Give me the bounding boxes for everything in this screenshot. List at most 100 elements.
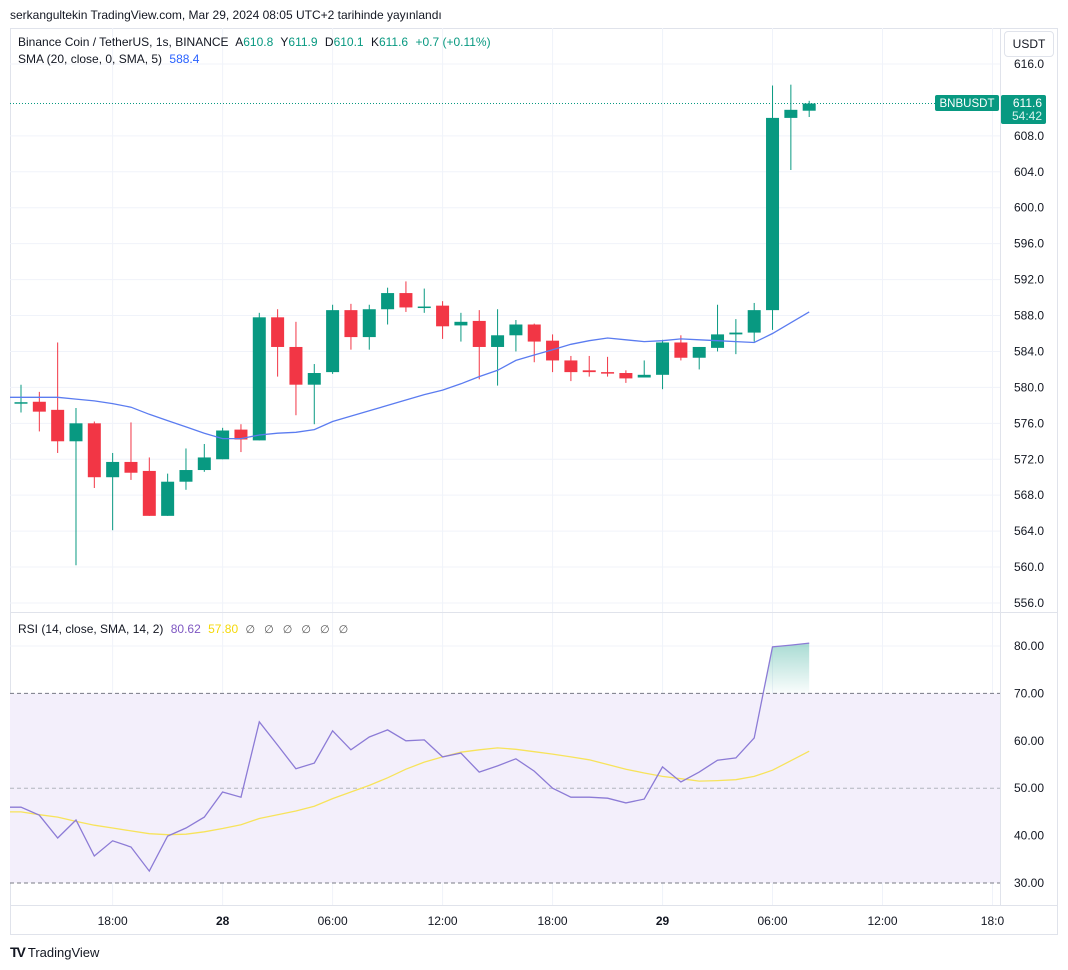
candle <box>14 384 28 413</box>
candle <box>69 408 83 566</box>
rsi-axis[interactable]: 80.00 70.00 60.00 50.00 40.00 30.00 <box>1014 639 1044 890</box>
change-value: +0.7 (+0.11%) <box>415 35 491 49</box>
candle-body <box>362 309 376 338</box>
candle-body <box>564 360 578 373</box>
price-tick-label: 556.0 <box>1014 596 1044 610</box>
candle-body <box>417 306 431 309</box>
candle <box>436 301 450 339</box>
close-value: 611.6 <box>378 35 409 49</box>
last-price-value: 611.6 <box>1013 96 1042 110</box>
candle <box>454 312 468 342</box>
candle-body <box>289 346 303 385</box>
sma-value: 588.4 <box>169 52 200 66</box>
candle <box>802 100 816 117</box>
price-tick-label: 564.0 <box>1014 524 1044 538</box>
candle-body <box>51 409 65 442</box>
high-label: Y <box>280 35 289 49</box>
candle-body <box>179 470 193 482</box>
low-label: D <box>324 35 334 49</box>
candle <box>472 310 486 380</box>
candle-body <box>784 109 798 118</box>
price-tick-label: 568.0 <box>1014 488 1044 502</box>
candle <box>692 346 706 370</box>
candle-body <box>399 293 413 308</box>
rsi-level-lines <box>10 692 1000 884</box>
candle-body <box>381 293 395 310</box>
candle-body <box>747 310 761 333</box>
candle-body <box>252 317 266 441</box>
price-tick-label: 596.0 <box>1014 237 1044 251</box>
rsi-null-values: ∅ ∅ ∅ ∅ ∅ ∅ <box>245 624 352 636</box>
candle-body <box>656 342 670 375</box>
low-value: 610.1 <box>333 35 364 49</box>
candle <box>766 85 780 330</box>
publication-info: serkangultekin TradingView.com, Mar 29, … <box>10 8 442 22</box>
close-label: K <box>370 35 379 49</box>
candle-body <box>106 461 120 478</box>
candle-body <box>14 402 28 404</box>
candle-body <box>766 117 780 311</box>
time-axis[interactable]: 18:00 28 06:00 12:00 18:00 29 06:00 12:00 18:0 <box>98 914 1005 928</box>
candle-body <box>326 310 340 373</box>
candle-body <box>216 430 230 460</box>
candle <box>637 360 651 378</box>
high-value: 611.9 <box>288 35 318 49</box>
open-value: 610.8 <box>243 35 274 49</box>
time-tick-label: 06:00 <box>318 914 348 928</box>
currency-button[interactable]: USDT <box>1004 31 1054 57</box>
candle <box>656 339 670 390</box>
candle-body <box>472 320 486 347</box>
candle-body <box>582 370 596 373</box>
time-tick-label: 18:00 <box>538 914 568 928</box>
tag-symbol: BNBUSDT <box>940 98 995 110</box>
candle-body <box>197 457 211 471</box>
candle <box>601 356 615 377</box>
time-tick-label: 12:00 <box>867 914 897 928</box>
price-tick-label: 600.0 <box>1014 201 1044 215</box>
price-tick-label: 572.0 <box>1014 452 1044 466</box>
candle-body <box>344 310 358 338</box>
candle <box>362 304 376 350</box>
time-tick-label: 06:00 <box>758 914 788 928</box>
candle <box>142 457 156 516</box>
candle-body <box>619 373 633 379</box>
candle <box>344 303 358 350</box>
candle <box>619 370 633 383</box>
candle <box>216 427 230 460</box>
candle-body <box>546 340 560 361</box>
candle <box>197 443 211 472</box>
symbol-legend[interactable]: Binance Coin / TetherUS, 1s, BINANCE A61… <box>18 35 495 49</box>
candle <box>527 323 541 363</box>
footer-brand: TradingView <box>27 944 100 960</box>
candle-body <box>601 372 615 374</box>
last-price-label: 611.6 54:42 <box>1001 95 1046 124</box>
sma-legend[interactable]: SMA (20, close, 0, SMA, 5) 588.4 <box>18 52 203 66</box>
candle-body <box>142 470 156 516</box>
tradingview-logo-icon: TV <box>10 944 26 960</box>
candle <box>417 288 431 313</box>
candle <box>326 304 340 374</box>
candle-body <box>234 429 248 440</box>
candle-body <box>637 374 651 378</box>
candle-body <box>674 342 688 358</box>
candle-body <box>692 346 706 358</box>
bar-countdown: 54:42 <box>1012 109 1042 123</box>
candle <box>179 448 193 490</box>
candle-body <box>729 332 743 335</box>
candle <box>289 321 303 416</box>
open-label: A <box>235 35 244 49</box>
rsi-sma-value: 57.80 <box>208 622 239 636</box>
candle <box>399 281 413 312</box>
rsi-legend[interactable]: RSI (14, close, SMA, 14, 2) 80.62 57.80 … <box>18 622 355 636</box>
time-tick-label: 18:0 <box>981 914 1005 928</box>
price-tick-label: 608.0 <box>1014 129 1044 143</box>
symbol-price-tag: BNBUSDT <box>935 95 999 111</box>
candle <box>124 422 138 480</box>
rsi-label: RSI (14, close, SMA, 14, 2) <box>18 622 164 636</box>
rsi-line <box>10 642 810 873</box>
price-axis[interactable]: 616.0 608.0 604.0 600.0 596.0 592.0 588.0 584.0… <box>1014 57 1044 610</box>
price-tick-label: 604.0 <box>1014 165 1044 179</box>
price-tick-label: 580.0 <box>1014 380 1044 394</box>
time-tick-label: 18:00 <box>98 914 128 928</box>
